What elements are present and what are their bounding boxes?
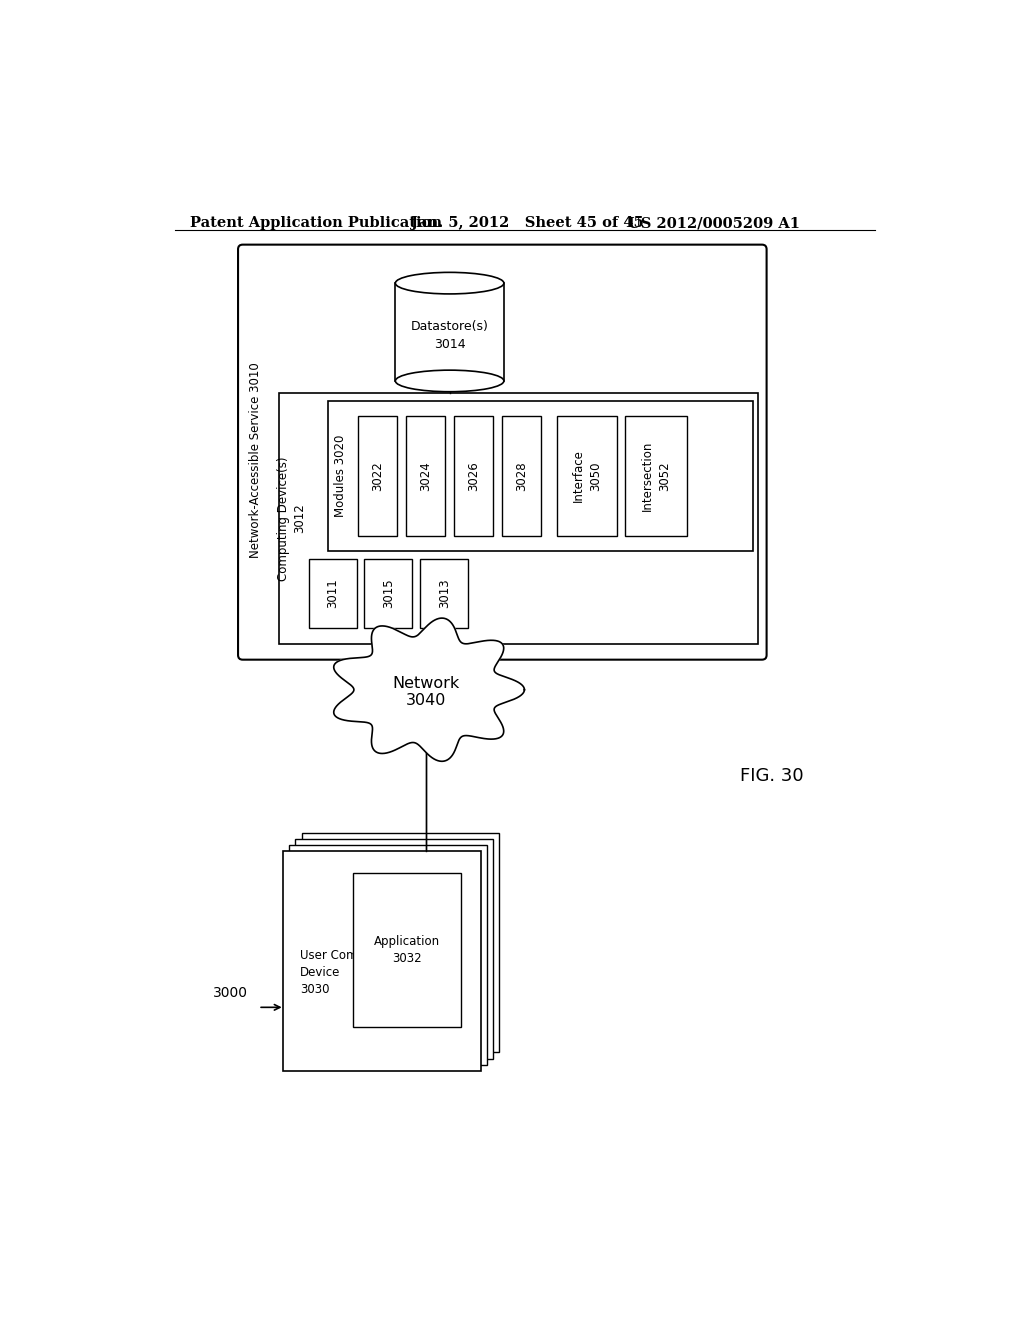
Bar: [503, 416, 541, 536]
Text: Datastore(s)
3014: Datastore(s) 3014: [411, 321, 488, 351]
Bar: [407, 416, 445, 536]
Text: Network-Accessible Service 3010: Network-Accessible Service 3010: [249, 362, 261, 558]
Ellipse shape: [395, 272, 504, 294]
Bar: [308, 558, 356, 628]
Bar: [302, 833, 500, 1052]
Text: 3011: 3011: [326, 578, 339, 609]
Text: User Computing
Device
3030: User Computing Device 3030: [300, 949, 395, 997]
Bar: [289, 845, 486, 1065]
Text: 3024: 3024: [419, 461, 432, 491]
Text: Modules 3020: Modules 3020: [334, 434, 347, 517]
Text: 3026: 3026: [467, 461, 480, 491]
Bar: [420, 558, 468, 628]
Bar: [280, 393, 758, 644]
Text: 3015: 3015: [382, 578, 395, 609]
Text: 3022: 3022: [371, 461, 384, 491]
Bar: [328, 401, 753, 552]
Bar: [395, 284, 504, 381]
Ellipse shape: [395, 370, 504, 392]
Bar: [295, 840, 493, 1059]
Text: Intersection
3052: Intersection 3052: [641, 441, 671, 511]
Bar: [625, 416, 687, 536]
Text: Application
3032: Application 3032: [374, 935, 440, 965]
Bar: [352, 873, 461, 1027]
Text: Interface
3050: Interface 3050: [571, 450, 602, 503]
Text: Network: Network: [393, 676, 460, 692]
Text: US 2012/0005209 A1: US 2012/0005209 A1: [628, 216, 800, 230]
Bar: [365, 558, 413, 628]
Bar: [557, 416, 617, 536]
Bar: [283, 851, 480, 1071]
Polygon shape: [334, 618, 524, 762]
Bar: [455, 416, 493, 536]
Text: 3000: 3000: [213, 986, 248, 999]
Text: Jan. 5, 2012   Sheet 45 of 45: Jan. 5, 2012 Sheet 45 of 45: [411, 216, 644, 230]
Text: Computing Device(s)
3012: Computing Device(s) 3012: [276, 457, 306, 581]
FancyBboxPatch shape: [238, 244, 767, 660]
Text: Patent Application Publication: Patent Application Publication: [190, 216, 442, 230]
Text: 3040: 3040: [407, 693, 446, 708]
Text: 3028: 3028: [515, 461, 528, 491]
Text: 3013: 3013: [437, 578, 451, 609]
Text: FIG. 30: FIG. 30: [740, 767, 804, 784]
Bar: [358, 416, 397, 536]
